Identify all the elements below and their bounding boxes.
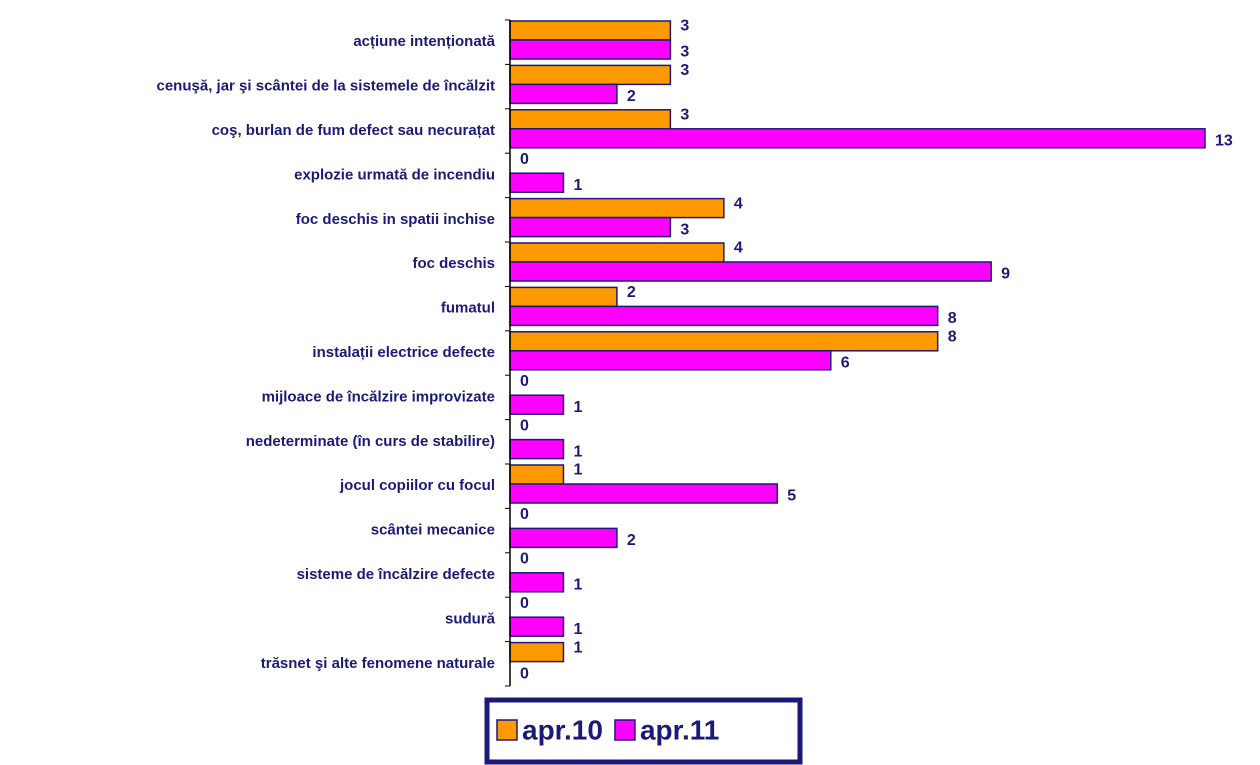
- value-label: 2: [627, 532, 636, 549]
- bar: [509, 616, 565, 637]
- category-label: sudură: [445, 610, 496, 627]
- value-label: 0: [520, 373, 529, 390]
- bar: [509, 83, 618, 105]
- value-label: 1: [573, 399, 582, 416]
- bar: [509, 20, 672, 41]
- value-label: 4: [734, 240, 743, 257]
- bar: [509, 197, 725, 219]
- value-label: 8: [948, 310, 957, 327]
- bar: [509, 216, 672, 238]
- value-label: 3: [680, 62, 689, 79]
- bar: [509, 261, 992, 282]
- category-label: scântei mecanice: [371, 522, 495, 539]
- legend-swatch: [496, 719, 518, 741]
- bar: [509, 331, 939, 352]
- category-label: explozie urmată de incendiu: [294, 166, 495, 183]
- bar: [509, 64, 672, 86]
- legend-swatch: [614, 719, 636, 741]
- category-label: foc deschis in spatii inchise: [296, 211, 495, 228]
- bar: [509, 39, 672, 60]
- legend-box: [484, 697, 803, 765]
- bar: [509, 128, 1206, 149]
- category-label: trăsnet şi alte fenomene naturale: [261, 655, 495, 672]
- bar: [509, 305, 939, 327]
- category-label: mijloace de încălzire improvizate: [262, 388, 495, 405]
- value-label: 5: [787, 488, 796, 505]
- value-label: 0: [520, 506, 529, 523]
- bar: [509, 286, 618, 308]
- value-label: 1: [573, 577, 582, 594]
- value-label: 1: [573, 639, 582, 656]
- value-label: 2: [627, 284, 636, 301]
- bar: [509, 242, 725, 263]
- bar: [509, 641, 565, 663]
- value-label: 8: [948, 329, 957, 346]
- category-label: foc deschis: [412, 255, 495, 272]
- category-label: coş, burlan de fum defect sau necurațat: [212, 122, 495, 139]
- category-label: nedeterminate (în curs de stabilire): [246, 433, 495, 450]
- value-label: 1: [573, 462, 582, 479]
- value-label: 3: [680, 44, 689, 61]
- bar: [509, 464, 565, 485]
- value-label: 4: [734, 195, 743, 212]
- bar: [509, 527, 618, 549]
- category-label: acțiune intenționată: [353, 33, 495, 50]
- value-label: 3: [680, 18, 689, 35]
- value-label: 2: [627, 88, 636, 105]
- category-label: fumatul: [441, 300, 495, 317]
- value-label: 0: [520, 151, 529, 168]
- value-label: 0: [520, 665, 529, 682]
- bar: [509, 109, 672, 130]
- value-label: 1: [573, 177, 582, 194]
- value-label: 0: [520, 551, 529, 568]
- category-label: cenuşă, jar şi scântei de la sistemele d…: [157, 78, 496, 95]
- category-label: sisteme de încălzire defecte: [297, 566, 495, 583]
- bar: [509, 572, 565, 593]
- value-label: 0: [520, 417, 529, 434]
- bar: [509, 438, 565, 460]
- value-label: 9: [1001, 266, 1010, 283]
- category-label: instalații electrice defecte: [312, 344, 495, 361]
- value-label: 6: [841, 355, 850, 372]
- legend-label: apr.11: [640, 714, 719, 745]
- category-label: jocul copiilor cu focul: [339, 477, 495, 494]
- value-label: 1: [573, 443, 582, 460]
- value-label: 0: [520, 595, 529, 612]
- legend-label: apr.10: [522, 714, 603, 745]
- bar: [509, 394, 565, 415]
- bar: [509, 172, 565, 193]
- value-label: 13: [1215, 133, 1233, 150]
- value-label: 3: [680, 107, 689, 124]
- value-label: 3: [680, 221, 689, 238]
- bar: [509, 350, 832, 371]
- bar: [509, 483, 779, 504]
- value-label: 1: [573, 621, 582, 638]
